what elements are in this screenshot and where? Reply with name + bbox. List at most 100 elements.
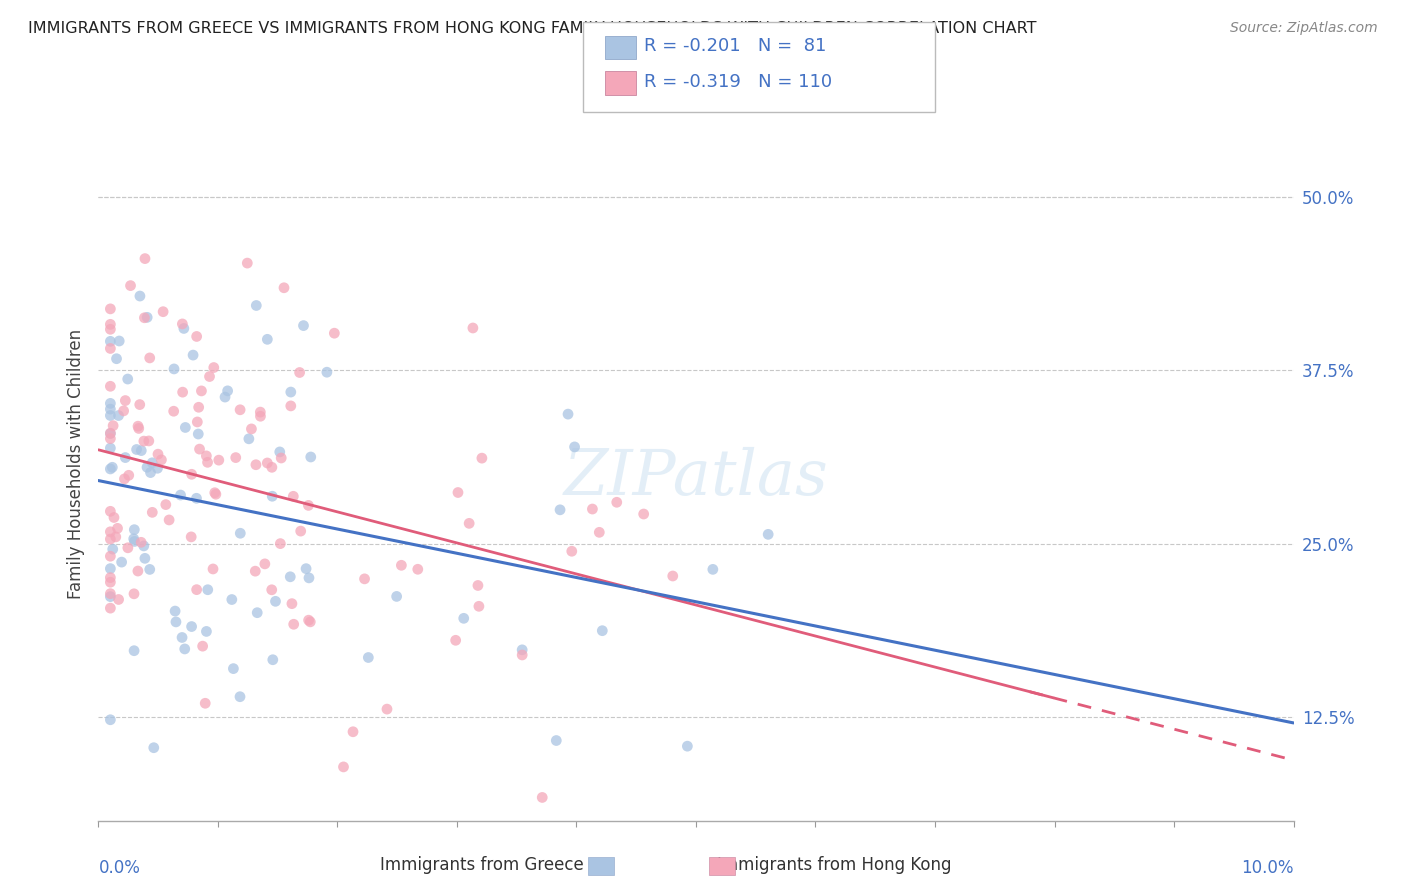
Point xyxy=(588,525,610,540)
Point xyxy=(278,570,301,584)
Point xyxy=(633,507,655,521)
Point xyxy=(146,461,169,475)
Point xyxy=(246,606,269,620)
Point xyxy=(169,488,191,502)
Point xyxy=(101,418,124,433)
Point xyxy=(108,334,131,348)
Point xyxy=(297,499,319,513)
Point xyxy=(229,690,252,704)
Point xyxy=(98,426,122,441)
Point xyxy=(128,398,150,412)
Point xyxy=(280,399,302,413)
Point xyxy=(702,562,724,576)
Point xyxy=(204,485,226,500)
Point xyxy=(165,615,187,629)
Point xyxy=(195,624,218,639)
Point xyxy=(98,342,122,356)
Point xyxy=(323,326,346,341)
Point xyxy=(453,611,475,625)
Text: R = -0.201   N =  81: R = -0.201 N = 81 xyxy=(644,37,827,55)
Point xyxy=(127,564,149,578)
Point xyxy=(98,396,122,410)
Point xyxy=(510,648,533,662)
Point xyxy=(98,441,122,455)
Point xyxy=(98,301,122,316)
Point xyxy=(591,624,613,638)
Point xyxy=(107,409,129,423)
Point xyxy=(139,466,162,480)
Point xyxy=(152,304,174,318)
Point xyxy=(357,650,380,665)
Point xyxy=(269,536,291,550)
Point xyxy=(163,362,186,376)
Point xyxy=(245,564,267,578)
Point xyxy=(136,460,159,475)
Point xyxy=(256,332,278,346)
Point xyxy=(187,427,209,442)
Point xyxy=(299,615,322,629)
Point xyxy=(406,562,429,576)
Point xyxy=(467,578,489,592)
Point xyxy=(132,434,155,449)
Text: ZIPatlas: ZIPatlas xyxy=(564,447,828,509)
Point xyxy=(188,442,211,456)
Point xyxy=(606,495,628,509)
Point xyxy=(217,384,239,398)
Point xyxy=(146,447,169,461)
Point xyxy=(315,365,337,379)
Point xyxy=(256,456,278,470)
Point xyxy=(114,393,136,408)
Point xyxy=(581,502,603,516)
Point xyxy=(141,505,163,519)
Point xyxy=(661,569,683,583)
Point xyxy=(98,379,122,393)
Point xyxy=(134,252,156,266)
Point xyxy=(150,452,173,467)
Point xyxy=(281,597,304,611)
Point xyxy=(288,366,311,380)
Point xyxy=(557,407,579,421)
Point xyxy=(260,582,283,597)
Point xyxy=(174,420,197,434)
Point xyxy=(342,724,364,739)
Point xyxy=(260,460,283,475)
Point xyxy=(98,426,122,441)
Point xyxy=(444,633,467,648)
Point xyxy=(173,321,195,335)
Point xyxy=(197,455,219,469)
Point xyxy=(297,613,319,627)
Point xyxy=(98,590,122,604)
Point xyxy=(107,592,129,607)
Point xyxy=(298,571,321,585)
Point xyxy=(332,760,354,774)
Point xyxy=(101,460,124,475)
Point xyxy=(103,510,125,524)
Point xyxy=(756,527,779,541)
Text: Immigrants from Hong Kong: Immigrants from Hong Kong xyxy=(717,856,952,874)
Point xyxy=(125,442,148,457)
Point xyxy=(245,458,267,472)
Point xyxy=(214,390,236,404)
Point xyxy=(264,594,287,608)
Point xyxy=(98,561,122,575)
Point xyxy=(129,443,152,458)
Point xyxy=(202,562,225,576)
Point xyxy=(122,587,145,601)
Point xyxy=(561,544,583,558)
Point xyxy=(98,587,122,601)
Point xyxy=(172,317,194,331)
Point xyxy=(114,472,136,486)
Point xyxy=(129,535,152,549)
Point xyxy=(134,551,156,566)
Point xyxy=(240,422,263,436)
Point xyxy=(262,489,284,503)
Point xyxy=(262,653,284,667)
Point xyxy=(98,571,122,585)
Point xyxy=(98,532,122,546)
Point xyxy=(98,409,122,423)
Point xyxy=(98,713,122,727)
Point xyxy=(564,440,586,454)
Point xyxy=(98,524,122,539)
Point xyxy=(187,401,209,415)
Point xyxy=(546,733,568,747)
